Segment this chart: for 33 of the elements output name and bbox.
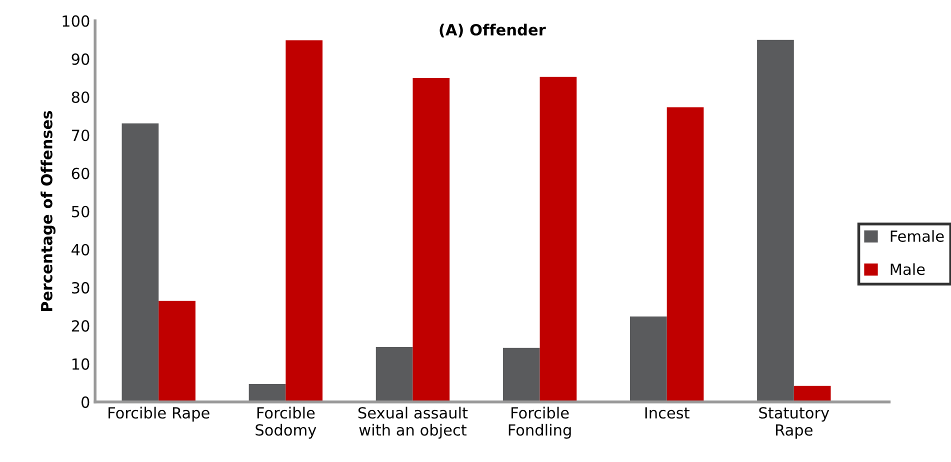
bar bbox=[158, 300, 196, 402]
x-tick-label: Forcible Sodomy bbox=[256, 406, 316, 439]
chart-title: (A) Offender bbox=[440, 24, 546, 38]
bar bbox=[502, 348, 540, 402]
y-tick-label: 20 bbox=[72, 320, 90, 332]
bar bbox=[286, 40, 323, 402]
bar bbox=[376, 347, 413, 402]
y-tick-label: 60 bbox=[72, 168, 90, 180]
y-tick-label: 90 bbox=[72, 53, 90, 65]
bar bbox=[248, 384, 286, 402]
x-tick-label: Statutory Rape bbox=[759, 407, 830, 439]
y-tick-label: 100 bbox=[62, 15, 90, 27]
bar bbox=[412, 78, 450, 402]
x-tick-label: Incest bbox=[645, 407, 690, 419]
y-tick-label: 50 bbox=[72, 206, 90, 218]
y-tick-label: 80 bbox=[72, 91, 90, 104]
bar bbox=[630, 316, 667, 402]
legend-label: Male bbox=[890, 263, 925, 276]
bar bbox=[757, 40, 794, 402]
x-tick-label: Forcible Fondling bbox=[508, 406, 571, 439]
bar bbox=[794, 386, 831, 402]
y-tick-label: 40 bbox=[72, 244, 90, 256]
legend-label: Female bbox=[890, 230, 944, 242]
bar bbox=[666, 107, 704, 402]
bar bbox=[122, 123, 159, 402]
y-tick-label: 70 bbox=[72, 130, 90, 142]
x-tick-label: Forcible Rape bbox=[108, 406, 210, 422]
y-axis-title: Percentage of Offenses bbox=[40, 111, 56, 312]
bar bbox=[540, 76, 577, 402]
y-tick-label: 10 bbox=[72, 358, 90, 370]
y-tick-label: 0 bbox=[82, 396, 90, 408]
y-tick-label: 30 bbox=[72, 282, 90, 294]
x-tick-label: Sexual assault with an object bbox=[358, 406, 468, 439]
